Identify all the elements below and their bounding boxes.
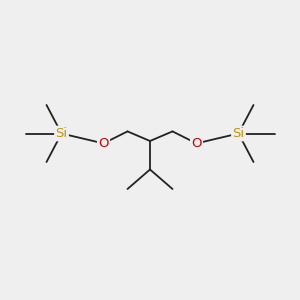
Text: O: O	[98, 137, 109, 150]
Text: Si: Si	[56, 127, 68, 140]
Text: Si: Si	[232, 127, 244, 140]
Text: O: O	[191, 137, 202, 150]
